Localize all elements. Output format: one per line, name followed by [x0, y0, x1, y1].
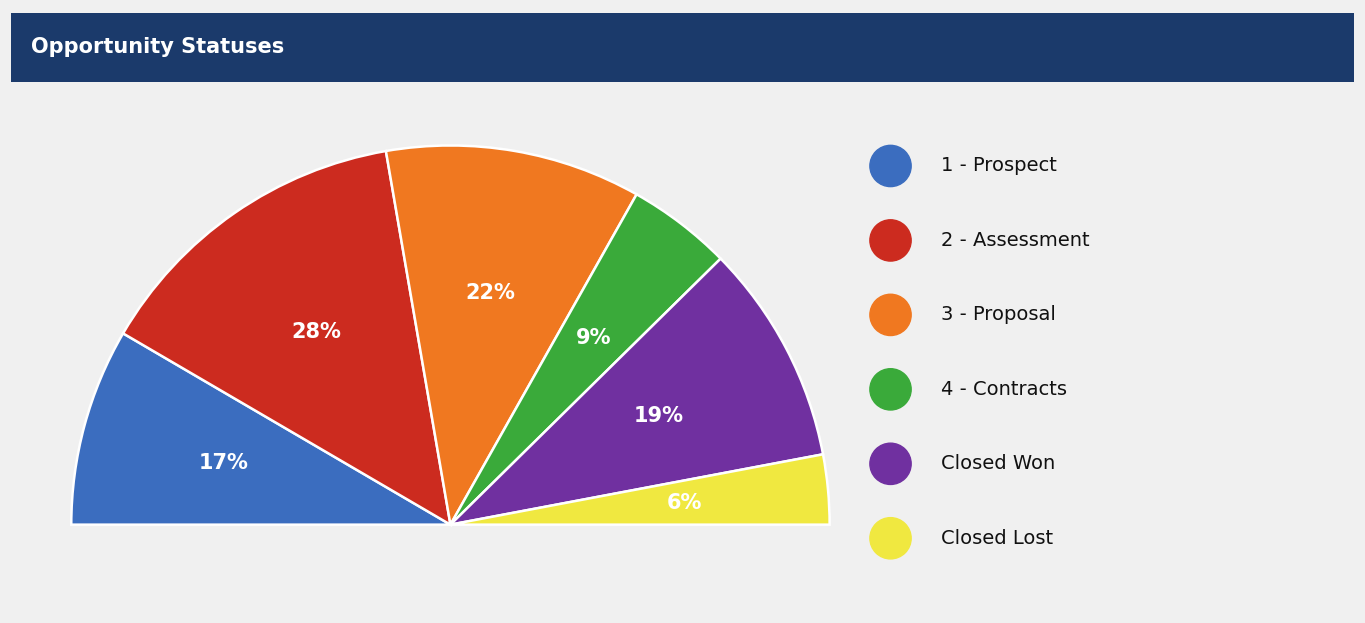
- FancyBboxPatch shape: [11, 13, 1354, 82]
- Wedge shape: [71, 333, 450, 525]
- Ellipse shape: [870, 518, 912, 559]
- Text: 28%: 28%: [292, 321, 341, 341]
- Ellipse shape: [870, 369, 912, 410]
- Text: 6%: 6%: [667, 493, 702, 513]
- Text: Closed Lost: Closed Lost: [940, 529, 1052, 548]
- Ellipse shape: [870, 145, 912, 187]
- Text: 1 - Prospect: 1 - Prospect: [940, 156, 1057, 176]
- Text: 17%: 17%: [198, 453, 248, 473]
- Ellipse shape: [870, 294, 912, 336]
- Text: Closed Won: Closed Won: [940, 454, 1055, 473]
- Text: 9%: 9%: [576, 328, 612, 348]
- Text: 2 - Assessment: 2 - Assessment: [940, 231, 1089, 250]
- Ellipse shape: [870, 443, 912, 485]
- Text: 19%: 19%: [633, 406, 684, 426]
- Wedge shape: [386, 146, 636, 525]
- Wedge shape: [450, 259, 823, 525]
- Text: 22%: 22%: [465, 283, 516, 303]
- Ellipse shape: [870, 220, 912, 261]
- Text: Opportunity Statuses: Opportunity Statuses: [31, 37, 284, 57]
- Text: 3 - Proposal: 3 - Proposal: [940, 305, 1055, 325]
- Wedge shape: [123, 151, 450, 525]
- Text: 4 - Contracts: 4 - Contracts: [940, 380, 1066, 399]
- Wedge shape: [450, 454, 830, 525]
- Wedge shape: [450, 194, 721, 525]
